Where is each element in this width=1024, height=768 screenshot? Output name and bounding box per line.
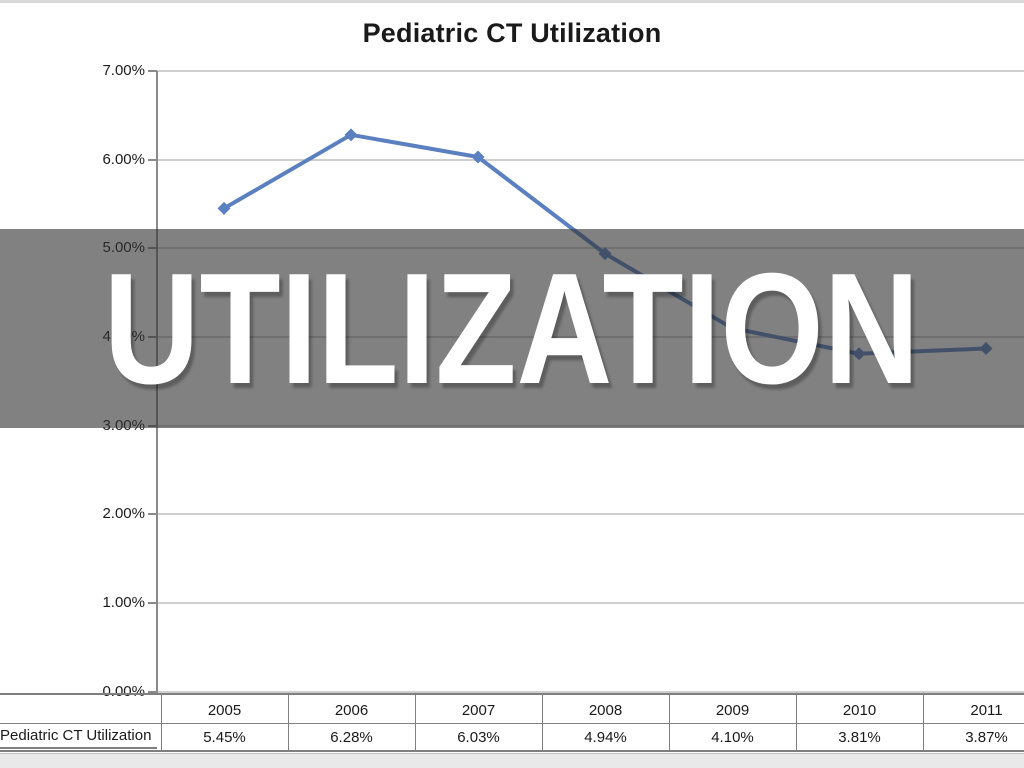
table-value-cell: 6.28% — [287, 724, 415, 750]
gridline — [157, 513, 1024, 516]
table-value-cell: 4.10% — [668, 724, 796, 750]
y-axis-label: 1.00% — [102, 593, 145, 611]
gridline — [157, 158, 1024, 161]
y-axis-tick — [148, 513, 157, 516]
table-year-cell: 2007 — [414, 695, 542, 725]
table-value-cell: 3.87% — [922, 724, 1024, 750]
y-axis-tick — [148, 70, 157, 72]
y-axis-tick — [148, 158, 157, 161]
y-axis-label: 7.00% — [102, 62, 145, 79]
table-value-cell: 3.81% — [795, 724, 923, 750]
data-point-marker — [344, 128, 358, 142]
y-axis-label: 0.00% — [102, 682, 145, 700]
gridline — [157, 70, 1024, 72]
utilization-banner: UTILIZATION — [0, 229, 1024, 428]
table-year-cell: 2011 — [922, 695, 1024, 725]
table-value-row: 5.45% 6.28% 6.03% 4.94% 4.10% 3.81% 3.87% — [0, 723, 1024, 752]
banner-title: UTILIZATION — [104, 240, 920, 417]
table-value-cell: 4.94% — [541, 724, 669, 750]
table-year-cell: 2006 — [287, 695, 415, 725]
table-year-cell: 2009 — [668, 695, 796, 725]
slide-top-edge — [0, 0, 1024, 3]
gridline — [157, 601, 1024, 604]
table-year-header-row: 2005 2006 2007 2008 2009 2010 2011 — [0, 693, 1024, 725]
table-year-cell: 2005 — [160, 695, 288, 725]
y-axis-tick — [148, 601, 157, 604]
chart-title: Pediatric CT Utilization — [362, 18, 662, 48]
table-value-cell: 5.45% — [160, 724, 288, 750]
slide-bottom-edge — [0, 753, 1024, 768]
table-value-cell: 6.03% — [414, 724, 542, 750]
table-year-cell: 2008 — [541, 695, 669, 725]
gridline — [157, 690, 1024, 693]
data-point-marker — [471, 150, 485, 164]
table-series-label: Pediatric CT Utilization — [0, 723, 157, 749]
table-year-cell: 2010 — [795, 695, 923, 725]
y-axis-label: 2.00% — [102, 505, 145, 523]
data-point-marker — [217, 201, 231, 215]
y-axis-tick — [148, 690, 157, 693]
y-axis-label: 6.00% — [102, 150, 145, 168]
